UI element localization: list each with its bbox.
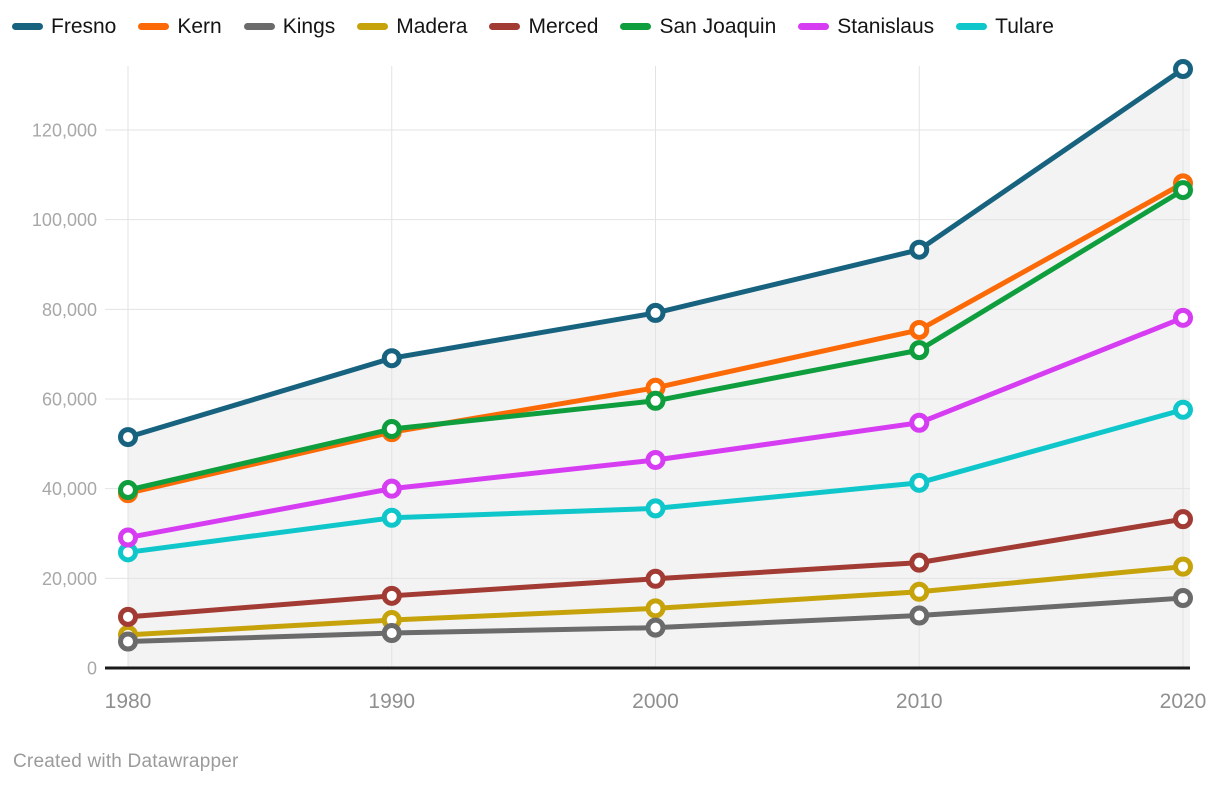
x-axis-tick-label: 1980 <box>105 690 152 713</box>
y-axis-tick-label: 20,000 <box>42 569 97 589</box>
data-point-marker <box>381 623 402 644</box>
data-point-marker <box>1173 59 1193 80</box>
legend-swatch <box>798 23 830 30</box>
legend-label: Tulare <box>995 15 1054 38</box>
legend-swatch <box>243 23 275 30</box>
legend-label: Madera <box>396 15 468 38</box>
data-point-marker <box>118 480 138 501</box>
data-point-marker <box>645 390 666 411</box>
data-point-marker <box>909 239 930 260</box>
y-axis-tick-label: 0 <box>87 659 97 679</box>
series-kings <box>118 588 1193 652</box>
legend-swatch <box>620 23 652 30</box>
data-point-marker <box>645 449 666 470</box>
series-fresno <box>118 59 1193 448</box>
data-point-marker <box>909 319 930 340</box>
legend-swatch <box>12 23 43 30</box>
data-point-marker <box>909 605 930 626</box>
data-point-marker <box>909 412 930 433</box>
data-point-marker <box>118 631 138 652</box>
legend-item-kern: Kern <box>138 15 222 38</box>
legend-label: San Joaquin <box>659 15 777 38</box>
data-point-marker <box>909 472 930 493</box>
y-axis-tick-label: 120,000 <box>32 121 97 141</box>
legend-label: Merced <box>528 15 599 38</box>
datawrapper-credit: Created with Datawrapper <box>13 751 239 772</box>
x-axis-tick-label: 1990 <box>368 690 415 713</box>
x-axis-tick-label: 2010 <box>896 690 943 713</box>
data-point-marker <box>381 585 402 606</box>
data-point-marker <box>645 498 666 519</box>
data-point-marker <box>909 340 930 361</box>
y-axis-tick-label: 60,000 <box>42 390 97 410</box>
legend-item-merced: Merced <box>489 16 598 37</box>
data-point-marker <box>1173 180 1193 201</box>
data-point-marker <box>381 348 402 369</box>
data-point-marker <box>909 552 930 573</box>
legend-swatch <box>956 23 988 30</box>
legend-item-stanislaus: Stanislaus <box>798 16 934 37</box>
series-san-joaquin <box>118 180 1193 501</box>
chart-legend: Fresno Kern Kings Madera Merced San Joaquin St… <box>12 16 1054 37</box>
data-point-marker <box>118 427 138 448</box>
legend-swatch <box>138 23 170 30</box>
legend-item-kings: Kings <box>243 15 336 38</box>
data-point-marker <box>1173 509 1193 530</box>
legend-label: Fresno <box>51 15 117 38</box>
data-point-marker <box>645 598 666 619</box>
data-point-marker <box>645 617 666 638</box>
legend-label: Stanislaus <box>837 15 935 38</box>
legend-label: Kern <box>177 15 222 38</box>
legend-item-madera: Madera <box>357 16 467 37</box>
series-stanislaus <box>118 307 1193 548</box>
data-point-marker <box>645 568 666 589</box>
legend-swatch <box>357 23 389 30</box>
legend-label: Kings <box>282 15 336 38</box>
legend-item-fresno: Fresno <box>12 16 116 37</box>
series-merced <box>118 509 1193 627</box>
data-point-marker <box>118 527 138 548</box>
line-chart-plot: 0 20,000 40,000 60,000 80,000 100,000 120,000 1… <box>32 59 1207 713</box>
x-axis-tick-label: 2020 <box>1160 690 1207 713</box>
legend-item-san-joaquin: San Joaquin <box>620 16 776 37</box>
y-axis-tick-label: 40,000 <box>42 479 97 499</box>
y-axis-tick-label: 100,000 <box>32 210 97 230</box>
data-point-marker <box>1173 307 1193 328</box>
data-point-marker <box>1173 556 1193 577</box>
data-point-marker <box>1173 588 1193 609</box>
x-axis-tick-label: 2000 <box>632 690 679 713</box>
legend-swatch <box>489 23 521 30</box>
y-axis-tick-label: 80,000 <box>42 300 97 320</box>
data-point-marker <box>118 606 138 627</box>
data-point-marker <box>381 478 402 499</box>
data-point-marker <box>381 507 402 528</box>
series-tulare <box>118 399 1193 563</box>
data-point-marker <box>381 419 402 440</box>
data-point-marker <box>645 302 666 323</box>
data-point-marker <box>909 581 930 602</box>
data-point-marker <box>1173 399 1193 420</box>
legend-item-tulare: Tulare <box>956 16 1054 37</box>
